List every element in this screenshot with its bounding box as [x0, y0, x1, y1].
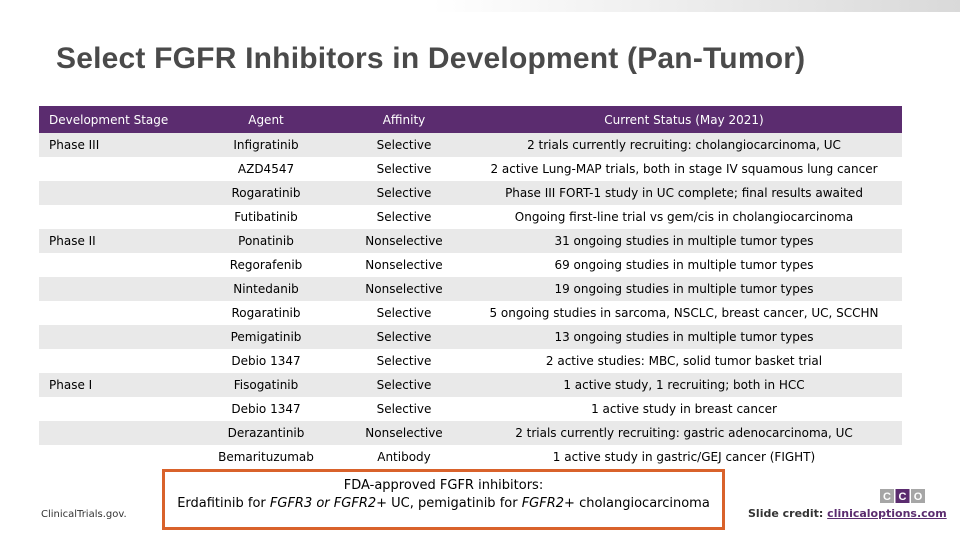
cell-agent: Derazantinib: [190, 421, 342, 445]
cell-development-stage: [39, 181, 190, 205]
slide-credit: Slide credit: clinicaloptions.com: [748, 507, 947, 520]
cell-development-stage: Phase I: [39, 373, 190, 397]
cell-development-stage: [39, 205, 190, 229]
cell-current-status: 2 trials currently recruiting: gastric a…: [466, 421, 902, 445]
cell-current-status: 2 active studies: MBC, solid tumor baske…: [466, 349, 902, 373]
cell-development-stage: [39, 397, 190, 421]
fda-text-gene: FGFR2: [521, 496, 565, 511]
logo-letter: C: [899, 491, 907, 503]
table-body: Phase III Infigratinib Selective 2 trials c…: [39, 133, 902, 469]
slide-credit-label: Slide credit:: [748, 507, 828, 520]
cell-development-stage: [39, 421, 190, 445]
table-row: Rogaratinib Selective 5 ongoing studies in…: [39, 301, 902, 325]
cell-current-status: 2 active Lung-MAP trials, both in stage …: [466, 157, 902, 181]
cell-agent: Fisogatinib: [190, 373, 342, 397]
cell-affinity: Antibody: [342, 445, 466, 469]
cell-current-status: Phase III FORT-1 study in UC complete; f…: [466, 181, 902, 205]
fda-text-part: Erdafitinib for: [177, 496, 270, 511]
cell-affinity: Nonselective: [342, 229, 466, 253]
table-row: Debio 1347 Selective 2 active studies: MBC…: [39, 349, 902, 373]
cell-affinity: Selective: [342, 133, 466, 157]
cell-affinity: Nonselective: [342, 253, 466, 277]
header-affinity: Affinity: [342, 106, 466, 133]
table-row: Derazantinib Nonselective 2 trials current…: [39, 421, 902, 445]
cell-development-stage: [39, 277, 190, 301]
table-row: Phase I Fisogatinib Selective 1 active stud…: [39, 373, 902, 397]
fda-box-text: Erdafitinib for FGFR3 or FGFR2+ UC, pemi…: [165, 496, 722, 511]
cell-affinity: Selective: [342, 205, 466, 229]
table-row: AZD4547 Selective 2 active Lung-MAP trials…: [39, 157, 902, 181]
fda-text-part: + cholangiocarcinoma: [564, 496, 710, 511]
logo-letter: O: [914, 491, 923, 503]
cell-development-stage: [39, 301, 190, 325]
logo-letter: C: [883, 491, 891, 503]
table-row: Bemarituzumab Antibody 1 active study in g…: [39, 445, 902, 469]
fda-text-part: + UC, pemigatinib for: [376, 496, 522, 511]
cell-current-status: 13 ongoing studies in multiple tumor typ…: [466, 325, 902, 349]
cell-agent: Pemigatinib: [190, 325, 342, 349]
cell-current-status: 5 ongoing studies in sarcoma, NSCLC, bre…: [466, 301, 902, 325]
cell-current-status: 2 trials currently recruiting: cholangio…: [466, 133, 902, 157]
cell-agent: Debio 1347: [190, 349, 342, 373]
cell-affinity: Selective: [342, 397, 466, 421]
cell-agent: Infigratinib: [190, 133, 342, 157]
cell-agent: Bemarituzumab: [190, 445, 342, 469]
cell-current-status: 1 active study in breast cancer: [466, 397, 902, 421]
clinicaloptions-link[interactable]: clinicaloptions.com: [827, 507, 947, 520]
table-row: Phase III Infigratinib Selective 2 trials c…: [39, 133, 902, 157]
cell-affinity: Nonselective: [342, 277, 466, 301]
cell-development-stage: Phase III: [39, 133, 190, 157]
cell-current-status: 69 ongoing studies in multiple tumor typ…: [466, 253, 902, 277]
table-row: Futibatinib Selective Ongoing first-line t…: [39, 205, 902, 229]
page-title: Select FGFR Inhibitors in Development (P…: [56, 42, 806, 75]
header-development-stage: Development Stage: [39, 106, 190, 133]
table-row: Pemigatinib Selective 13 ongoing studies i…: [39, 325, 902, 349]
cell-agent: Ponatinib: [190, 229, 342, 253]
cell-affinity: Selective: [342, 157, 466, 181]
cell-development-stage: [39, 445, 190, 469]
cell-current-status: 31 ongoing studies in multiple tumor typ…: [466, 229, 902, 253]
cell-affinity: Selective: [342, 301, 466, 325]
table-row: Phase II Ponatinib Nonselective 31 ongoing …: [39, 229, 902, 253]
table-row: Rogaratinib Selective Phase III FORT-1 stu…: [39, 181, 902, 205]
cell-current-status: Ongoing first-line trial vs gem/cis in c…: [466, 205, 902, 229]
header-current-status: Current Status (May 2021): [466, 106, 902, 133]
cell-affinity: Selective: [342, 349, 466, 373]
cell-development-stage: [39, 253, 190, 277]
logo-letter-box: [911, 489, 925, 503]
cell-development-stage: [39, 349, 190, 373]
fda-box-title: FDA-approved FGFR inhibitors:: [343, 478, 544, 493]
fgfr-table: Development Stage Agent Affinity Current…: [39, 106, 902, 469]
cell-agent: Regorafenib: [190, 253, 342, 277]
cell-agent: Futibatinib: [190, 205, 342, 229]
cco-logo: C C O: [880, 489, 925, 503]
cell-agent: AZD4547: [190, 157, 342, 181]
top-gradient-bar: [0, 0, 960, 12]
cell-affinity: Nonselective: [342, 421, 466, 445]
logo-letter-box: [880, 489, 894, 503]
cell-agent: Debio 1347: [190, 397, 342, 421]
table-header-row: Development Stage Agent Affinity Current…: [39, 106, 902, 133]
header-agent: Agent: [190, 106, 342, 133]
fda-text-gene: FGFR3 or FGFR2: [269, 496, 377, 511]
fda-approved-box: FDA-approved FGFR inhibitors: Erdafitini…: [162, 469, 725, 530]
cell-agent: Nintedanib: [190, 277, 342, 301]
cell-agent: Rogaratinib: [190, 181, 342, 205]
table-row: Debio 1347 Selective 1 active study in bre…: [39, 397, 902, 421]
cell-agent: Rogaratinib: [190, 301, 342, 325]
cell-affinity: Selective: [342, 181, 466, 205]
table-row: Regorafenib Nonselective 69 ongoing studie…: [39, 253, 902, 277]
cell-affinity: Selective: [342, 325, 466, 349]
cell-affinity: Selective: [342, 373, 466, 397]
cell-current-status: 19 ongoing studies in multiple tumor typ…: [466, 277, 902, 301]
logo-letter-box: [895, 489, 910, 503]
cell-development-stage: [39, 325, 190, 349]
source-note: ClinicalTrials.gov.: [41, 509, 127, 520]
cell-current-status: 1 active study, 1 recruiting; both in HC…: [466, 373, 902, 397]
cell-current-status: 1 active study in gastric/GEJ cancer (FI…: [466, 445, 902, 469]
cell-development-stage: Phase II: [39, 229, 190, 253]
cell-development-stage: [39, 157, 190, 181]
table-row: Nintedanib Nonselective 19 ongoing studies…: [39, 277, 902, 301]
